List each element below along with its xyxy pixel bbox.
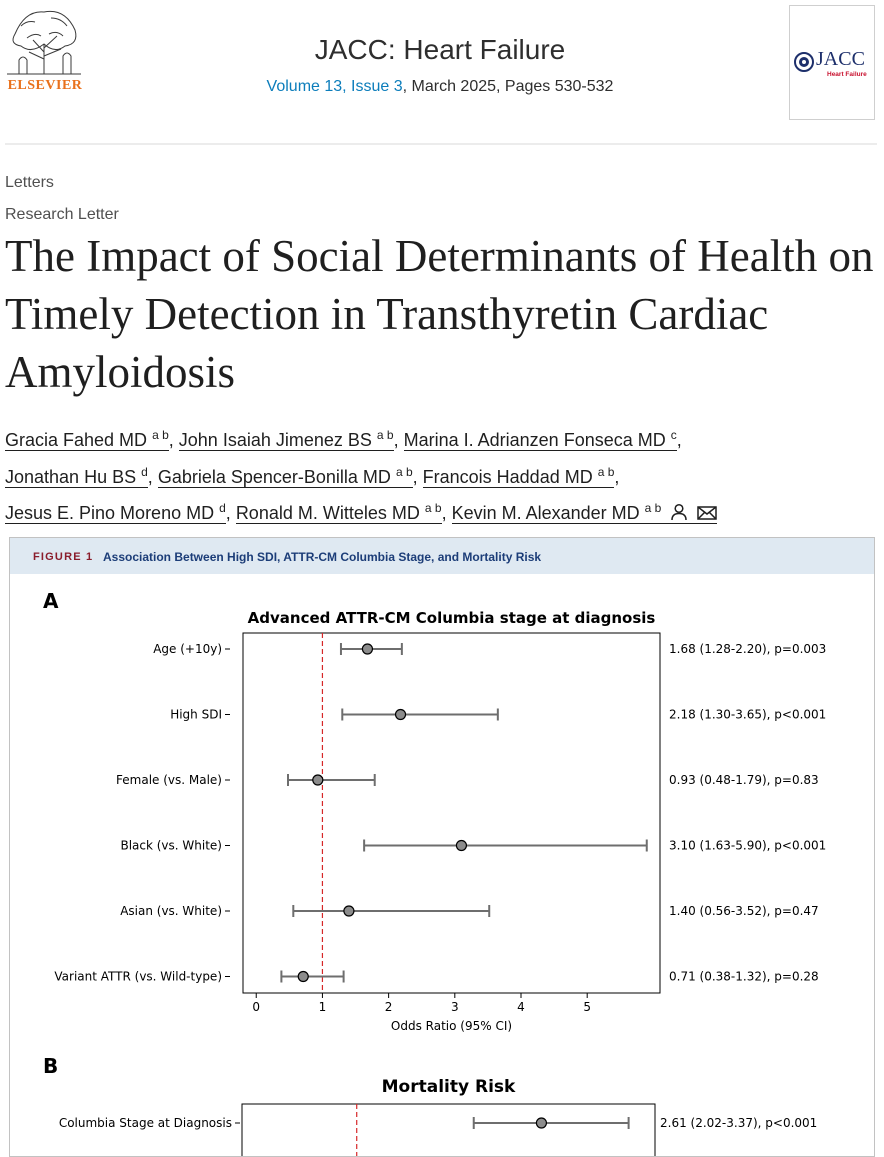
point-estimate [297,970,309,983]
x-tick-label: 1 [319,1000,327,1014]
author-affiliation[interactable]: c [670,428,677,442]
author-affiliation[interactable]: a b [376,428,394,442]
figure-header: FIGURE 1 Association Between High SDI, A… [10,538,874,574]
author-link[interactable]: Gracia Fahed MD a b [5,428,169,451]
author-link[interactable]: Jesus E. Pino Moreno MD d [5,501,226,524]
cover-title: JACC [816,48,865,70]
elsevier-logo[interactable]: ELSEVIER [5,4,85,94]
issue-details: , March 2025, Pages 530-532 [402,78,614,95]
breadcrumb-section: Letters [5,174,54,191]
author-link[interactable]: Jonathan Hu BS d [5,464,148,488]
publisher-wordmark: ELSEVIER [7,78,83,93]
author-name: Jonathan Hu BS [5,466,137,487]
panel-letter: A [43,589,59,613]
estimate-label: 2.61 (2.02-3.37), p<0.001 [660,1116,817,1130]
envelope-icon[interactable] [697,505,718,521]
x-tick-label: 0 [252,1000,260,1014]
article-title: The Impact of Social Determinants of Hea… [5,231,874,397]
elsevier-tree-icon [5,4,83,76]
panel-title: Mortality Risk [382,1077,516,1097]
x-tick-label: 2 [385,1000,393,1014]
journal-cover-thumbnail[interactable]: JACC Heart Failure [789,5,875,120]
author-name: Jesus E. Pino Moreno MD [5,503,215,523]
x-axis-label: Odds Ratio (95% CI) [391,1019,512,1033]
forest-plot: A Advanced ATTR-CM Columbia stage at diag… [43,589,826,1156]
row-label: Female (vs. Male) [116,773,222,787]
author-affiliation[interactable]: d [219,501,226,515]
plot-frame [241,1103,656,1156]
panel-title: Advanced ATTR-CM Columbia stage at diagn… [248,609,656,627]
author-link[interactable]: Gabriela Spencer-Bonilla MD a b [157,464,413,488]
x-tick-label: 5 [583,1000,591,1014]
figure-label: FIGURE 1 [33,551,94,563]
row-label: High SDI [170,708,222,722]
point-estimate [394,708,407,721]
header-divider [5,143,877,145]
point-estimate [455,839,468,852]
author-affiliation[interactable]: a b [597,464,615,479]
point-estimate [535,1117,548,1129]
x-tick-label: 4 [517,1000,525,1014]
author-link[interactable]: Ronald M. Witteles MD a b [235,501,442,524]
estimate-label: 2.18 (1.30-3.65), p<0.001 [669,708,826,722]
author-name: Gabriela Spencer-Bonilla MD [157,466,391,487]
plot-frame [242,632,661,994]
author-name: Gracia Fahed MD [5,430,148,450]
row-label: Variant ATTR (vs. Wild-type) [54,970,222,984]
figure-1[interactable]: FIGURE 1 Association Between High SDI, A… [9,537,875,1157]
author-affiliation[interactable]: a b [395,464,413,479]
figure-caption: Association Between High SDI, ATTR-CM Co… [103,550,542,564]
estimate-label: 3.10 (1.63-5.90), p<0.001 [669,839,826,853]
x-tick-label: 3 [451,1000,459,1014]
author-name: Ronald M. Witteles MD [235,503,420,523]
estimate-label: 0.71 (0.38-1.32), p=0.28 [669,970,819,984]
estimate-label: 1.68 (1.28-2.20), p=0.003 [669,642,826,656]
panel-letter: B [43,1054,58,1078]
author-list: Gracia Fahed MD a b, John Isaiah Jimenez… [5,420,880,530]
point-estimate [343,905,355,917]
author-name: Francois Haddad MD [422,466,593,487]
row-label: Asian (vs. White) [120,904,222,918]
row-label: Columbia Stage at Diagnosis [59,1116,232,1130]
estimate-label: 0.93 (0.48-1.79), p=0.83 [669,773,819,787]
author-affiliation[interactable]: a b [152,428,169,442]
author-name: John Isaiah Jimenez BS [178,430,372,450]
author-affiliation[interactable]: a b [424,501,442,515]
person-icon[interactable] [670,503,688,521]
issue-link[interactable]: Volume 13, Issue 3 [266,78,403,95]
journal-header: ELSEVIER JACC: Heart Failure Volume 13, … [0,0,884,128]
journal-title[interactable]: JACC: Heart Failure [314,34,566,65]
author-affiliation[interactable]: a b [644,501,662,515]
row-label: Age (+10y) [153,642,222,656]
author-name: Marina I. Adrianzen Fonseca MD [403,430,666,450]
estimate-label: 1.40 (0.56-3.52), p=0.47 [669,904,819,918]
author-link[interactable]: John Isaiah Jimenez BS a b [178,428,394,451]
author-name: Kevin M. Alexander MD [451,503,640,523]
issue-info: Volume 13, Issue 3, March 2025, Pages 53… [200,78,680,96]
author-affiliation[interactable]: d [141,464,148,479]
breadcrumb-article-type: Research Letter [5,206,119,223]
cover-subtitle: Heart Failure [827,71,867,78]
point-estimate [361,643,374,655]
author-link[interactable]: Marina I. Adrianzen Fonseca MD c [403,428,677,451]
author-link[interactable]: Francois Haddad MD a b [422,464,615,488]
row-label: Black (vs. White) [120,839,222,853]
point-estimate [312,774,324,786]
jacc-seal-icon [794,52,814,72]
author-link[interactable]: Kevin M. Alexander MD a b [451,501,718,524]
